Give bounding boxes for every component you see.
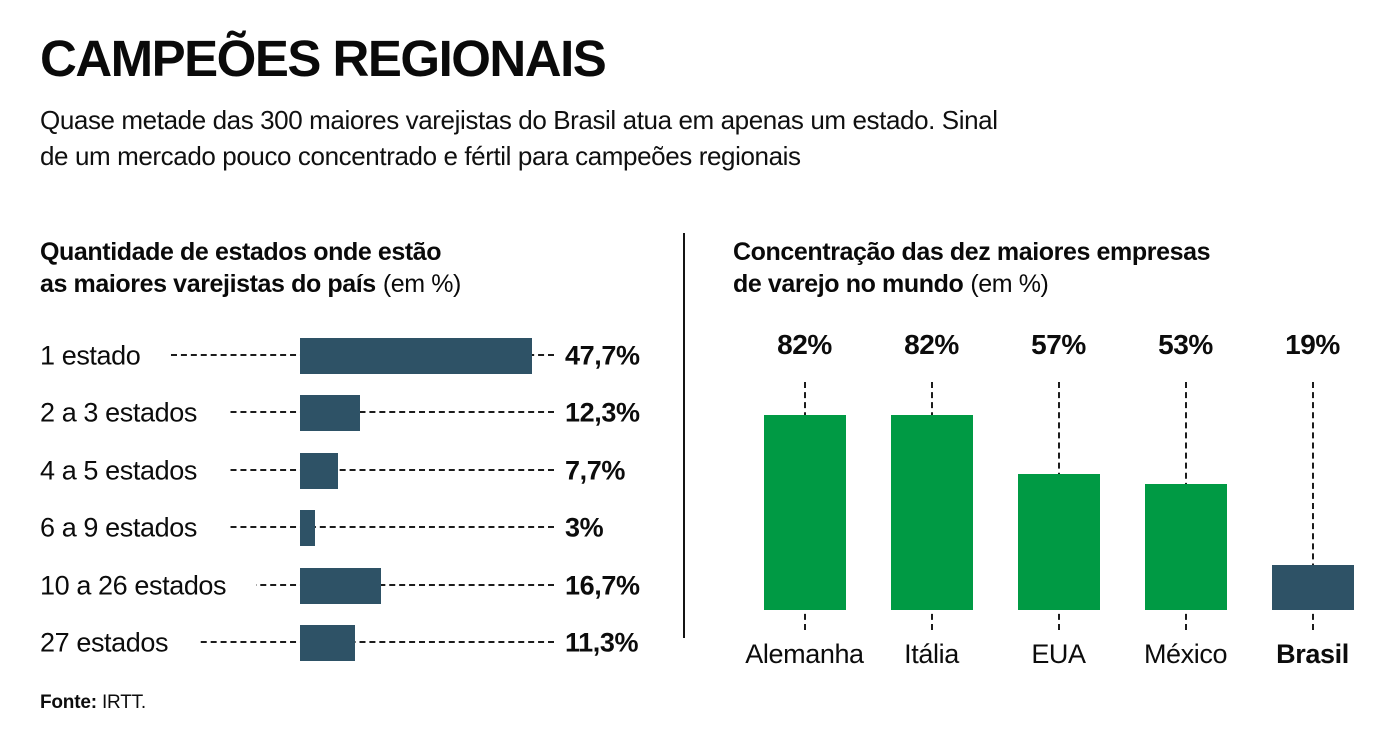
vertical-bar [1271, 564, 1354, 610]
left-chart-title-line-2: as maiores varejistas do país [40, 270, 376, 298]
bar-category-label: 1 estado [40, 340, 171, 372]
bar-category-label: México [1143, 639, 1228, 669]
bar-value-label: 53% [1158, 329, 1213, 360]
bar-column: 19% Brasil [1249, 330, 1376, 670]
bar-category-label: 10 a 26 estados [40, 570, 257, 602]
left-chart-title-line-1: Quantidade de estados onde estão [40, 238, 442, 266]
horizontal-bar [300, 337, 533, 374]
bar-value-label: 57% [1031, 329, 1086, 360]
bar-row: 27 estados 11,3% [40, 615, 680, 673]
subtitle-line-1: Quase metade das 300 maiores varejistas … [40, 105, 998, 135]
bar-category-label: 6 a 9 estados [40, 512, 227, 544]
bar-value-label: 12,3% [557, 397, 640, 429]
bar-category-label: Itália [904, 639, 959, 669]
bar-row: 2 a 3 estados 12,3% [40, 385, 680, 443]
bar-value-label: 47,7% [557, 340, 640, 372]
bar-track [741, 382, 868, 630]
bar-column: 82% Alemanha [741, 330, 868, 670]
bar-category-label: 4 a 5 estados [40, 455, 227, 487]
bar-track [1249, 382, 1376, 630]
left-chart-unit: (em %) [382, 270, 462, 298]
leader-dashed-line [42, 641, 554, 644]
bar-track [995, 382, 1122, 630]
page-title: CAMPEÕES REGIONAIS [40, 30, 607, 87]
guide-dashed-line [1311, 382, 1314, 630]
bar-row: 6 a 9 estados 3% [40, 500, 680, 558]
bar-row: 10 a 26 estados 16,7% [40, 557, 680, 615]
left-chart-title: Quantidade de estados onde estão as maior… [40, 236, 640, 300]
right-chart-title-line-2: de varejo no mundo [733, 270, 964, 298]
bar-value-label: 16,7% [557, 570, 640, 602]
vertical-bar [1017, 474, 1100, 610]
source-label: Fonte: [40, 692, 97, 713]
leader-dashed-line [42, 526, 554, 529]
vertical-bar [763, 414, 846, 610]
right-chart-title-line-1: Concentração das dez maiores empresas [733, 238, 1211, 266]
horizontal-bar [300, 452, 338, 489]
bar-column: 57% EUA [995, 330, 1122, 670]
leader-dashed-line [42, 468, 554, 471]
bar-category-label: 2 a 3 estados [40, 397, 227, 429]
source-value: IRTT. [101, 692, 146, 713]
bar-column: 53% México [1122, 330, 1249, 670]
bar-value-label: 11,3% [557, 627, 638, 659]
bar-track [1122, 382, 1249, 630]
horizontal-bar [300, 567, 382, 604]
vertical-bar [890, 414, 973, 610]
bar-category-label: EUA [1031, 639, 1086, 669]
horizontal-bar [300, 625, 355, 662]
bar-category-label: 27 estados [40, 627, 199, 659]
bar-row: 1 estado 47,7% [40, 327, 680, 385]
bar-value-label: 82% [777, 329, 832, 360]
vertical-bar [1144, 483, 1227, 610]
horizontal-bar [300, 510, 315, 547]
bar-value-label: 7,7% [557, 455, 625, 487]
bar-value-label: 82% [904, 329, 959, 360]
horizontal-bar [300, 395, 360, 432]
leader-dashed-line [42, 353, 554, 356]
bar-column: 82% Itália [868, 330, 995, 670]
source-note: Fonte: IRTT. [40, 692, 146, 714]
leader-dashed-line [42, 583, 554, 586]
subtitle-line-2: de um mercado pouco concentrado e fértil… [40, 141, 801, 171]
bar-category-label: Brasil [1276, 639, 1349, 669]
right-chart-title: Concentração das dez maiores empresas de … [733, 236, 1373, 300]
divider-line [683, 233, 685, 638]
page-subtitle: Quase metade das 300 maiores varejistas … [40, 102, 998, 174]
leader-dashed-line [42, 411, 554, 414]
bar-value-label: 19% [1285, 329, 1340, 360]
bar-category-label: Alemanha [745, 639, 864, 669]
bar-track [868, 382, 995, 630]
bar-value-label: 3% [557, 512, 604, 544]
bar-row: 4 a 5 estados 7,7% [40, 442, 680, 500]
right-bar-chart: 82% Alemanha 82% Itália 57% EUA 53% México 19% Br… [741, 330, 1376, 670]
left-bar-chart: 1 estado 47,7% 2 a 3 estados 12,3% 4 a 5 est… [40, 327, 680, 672]
right-chart-unit: (em %) [970, 270, 1049, 298]
